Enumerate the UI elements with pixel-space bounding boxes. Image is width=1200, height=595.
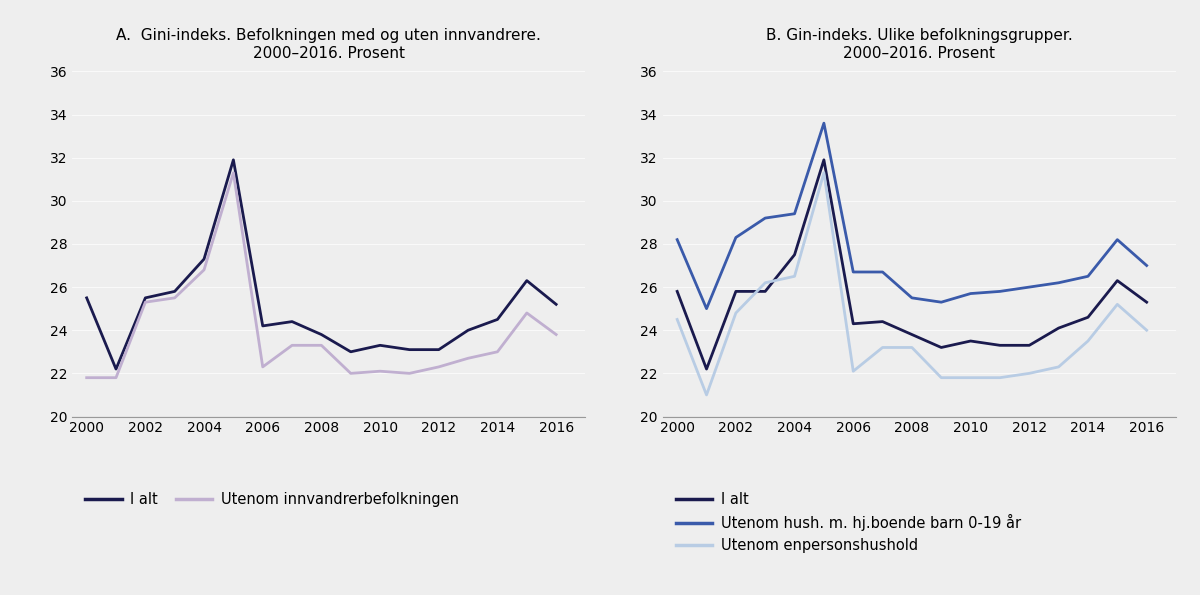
Title: A.  Gini-indeks. Befolkningen med og uten innvandrere.
2000–2016. Prosent: A. Gini-indeks. Befolkningen med og uten…: [116, 28, 541, 61]
Legend: I alt, Utenom hush. m. hj.boende barn 0-19 år, Utenom enpersonshushold: I alt, Utenom hush. m. hj.boende barn 0-…: [670, 486, 1027, 559]
Title: B. Gin-indeks. Ulike befolkningsgrupper.
2000–2016. Prosent: B. Gin-indeks. Ulike befolkningsgrupper.…: [766, 28, 1073, 61]
Legend: I alt, Utenom innvandrerbefolkningen: I alt, Utenom innvandrerbefolkningen: [79, 486, 464, 512]
